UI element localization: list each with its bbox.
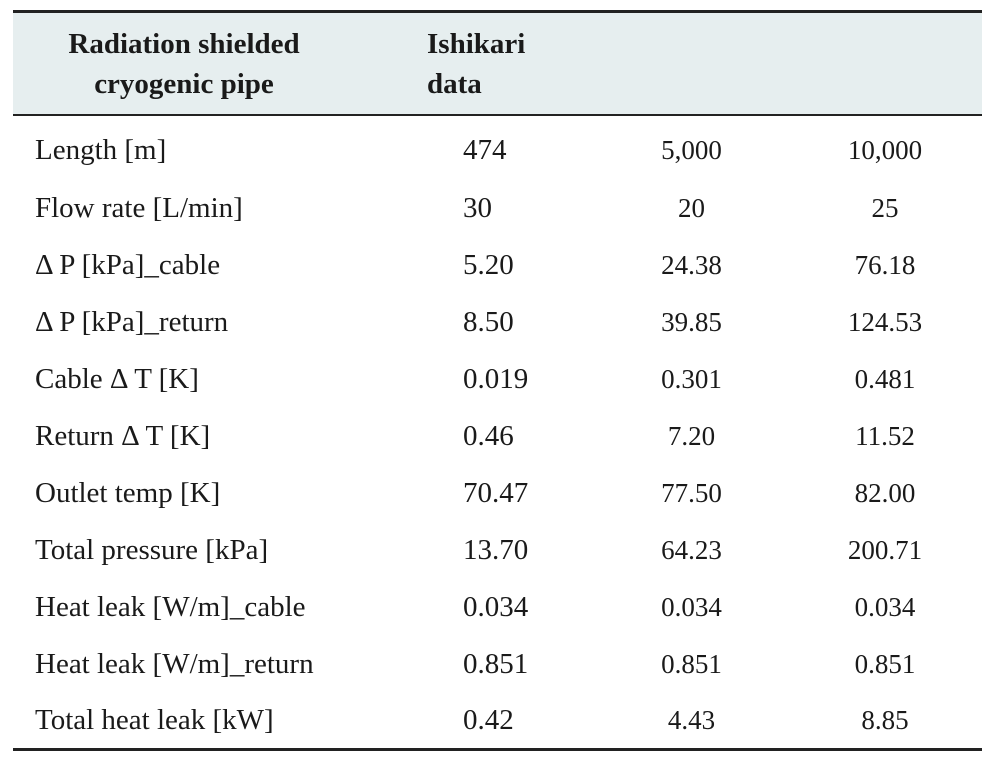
header-radiation-shielded-pipe: Radiation shielded cryogenic pipe — [13, 12, 395, 116]
header-line: data — [427, 67, 482, 100]
cell-col4: 76.18 — [854, 250, 916, 280]
row-label: Outlet temp [K] — [35, 477, 221, 509]
row-label: Total pressure [kPa] — [35, 534, 269, 566]
cell-ishikari: 13.70 — [463, 534, 529, 566]
cell-ishikari: 0.851 — [463, 648, 529, 680]
table-row: Δ P [kPa]_cable 5.20 24.38 76.18 — [13, 237, 982, 294]
cell-ishikari: 8.50 — [463, 306, 514, 338]
table-row: Outlet temp [K] 70.47 77.50 82.00 — [13, 465, 982, 522]
cell-ishikari: 0.46 — [463, 420, 514, 452]
cell-col3: 0.301 — [661, 364, 722, 394]
cell-ishikari: 70.47 — [463, 477, 529, 509]
header-line: cryogenic pipe — [94, 67, 274, 100]
cell-col3: 7.20 — [667, 421, 716, 451]
row-label: Δ P [kPa]_return — [35, 306, 229, 338]
table-row: Cable Δ T [K] 0.019 0.301 0.481 — [13, 351, 982, 408]
cell-col4: 0.034 — [854, 592, 916, 622]
row-label: Heat leak [W/m]_cable — [35, 591, 306, 623]
table-row: Heat leak [W/m]_return 0.851 0.851 0.851 — [13, 636, 982, 693]
cell-ishikari: 474 — [463, 133, 507, 166]
row-label: Return Δ T [K] — [35, 420, 211, 452]
table-row: Total heat leak [kW] 0.42 4.43 8.85 — [13, 693, 982, 750]
cell-ishikari: 30 — [463, 192, 492, 224]
cryogenic-pipe-table: Radiation shielded cryogenic pipe Ishika… — [13, 10, 982, 751]
row-label: Δ P [kPa]_cable — [35, 249, 221, 281]
cell-col4: 8.85 — [861, 705, 909, 735]
cell-ishikari: 0.034 — [463, 591, 529, 623]
cell-col4: 25 — [871, 193, 899, 223]
data-table-container: Radiation shielded cryogenic pipe Ishika… — [13, 10, 982, 751]
header-column-4 — [788, 12, 982, 116]
cell-col4: 11.52 — [855, 421, 915, 451]
cell-col4: 0.481 — [854, 364, 916, 394]
row-label: Length [m] — [35, 133, 167, 166]
cell-col3: 39.85 — [661, 307, 722, 337]
table-row: Return Δ T [K] 0.46 7.20 11.52 — [13, 408, 982, 465]
cell-col4: 200.71 — [847, 535, 923, 565]
table-row: Length [m] 474 5,000 10,000 — [13, 115, 982, 180]
cell-col3: 64.23 — [661, 535, 722, 565]
table-row: Total pressure [kPa] 13.70 64.23 200.71 — [13, 522, 982, 579]
row-label: Total heat leak [kW] — [35, 704, 274, 736]
table-row: Δ P [kPa]_return 8.50 39.85 124.53 — [13, 294, 982, 351]
cell-col3: 77.50 — [661, 478, 722, 508]
cell-ishikari: 0.019 — [463, 363, 529, 395]
cell-col4: 124.53 — [847, 307, 923, 337]
header-ishikari-data: Ishikari data — [395, 12, 595, 116]
row-label: Heat leak [W/m]_return — [35, 648, 314, 680]
cell-col3: 0.851 — [661, 649, 722, 679]
cell-col3: 4.43 — [667, 705, 716, 735]
cell-ishikari: 0.42 — [463, 704, 514, 736]
cell-col3: 24.38 — [661, 250, 722, 280]
cell-col3: 20 — [678, 193, 705, 223]
cell-col4: 82.00 — [854, 478, 916, 508]
row-label: Cable Δ T [K] — [35, 363, 199, 395]
cell-col3: 0.034 — [661, 592, 722, 622]
row-label: Flow rate [L/min] — [35, 192, 243, 224]
table-row: Flow rate [L/min] 30 20 25 — [13, 180, 982, 237]
cell-col4: 10,000 — [847, 134, 923, 165]
header-line: Ishikari — [427, 27, 526, 60]
header-column-3 — [595, 12, 788, 116]
cell-col4: 0.851 — [854, 649, 916, 679]
cell-col3: 5,000 — [661, 134, 722, 165]
header-line: Radiation shielded — [68, 27, 300, 60]
cell-ishikari: 5.20 — [463, 249, 514, 281]
table-row: Heat leak [W/m]_cable 0.034 0.034 0.034 — [13, 579, 982, 636]
table-header-row: Radiation shielded cryogenic pipe Ishika… — [13, 11, 982, 116]
